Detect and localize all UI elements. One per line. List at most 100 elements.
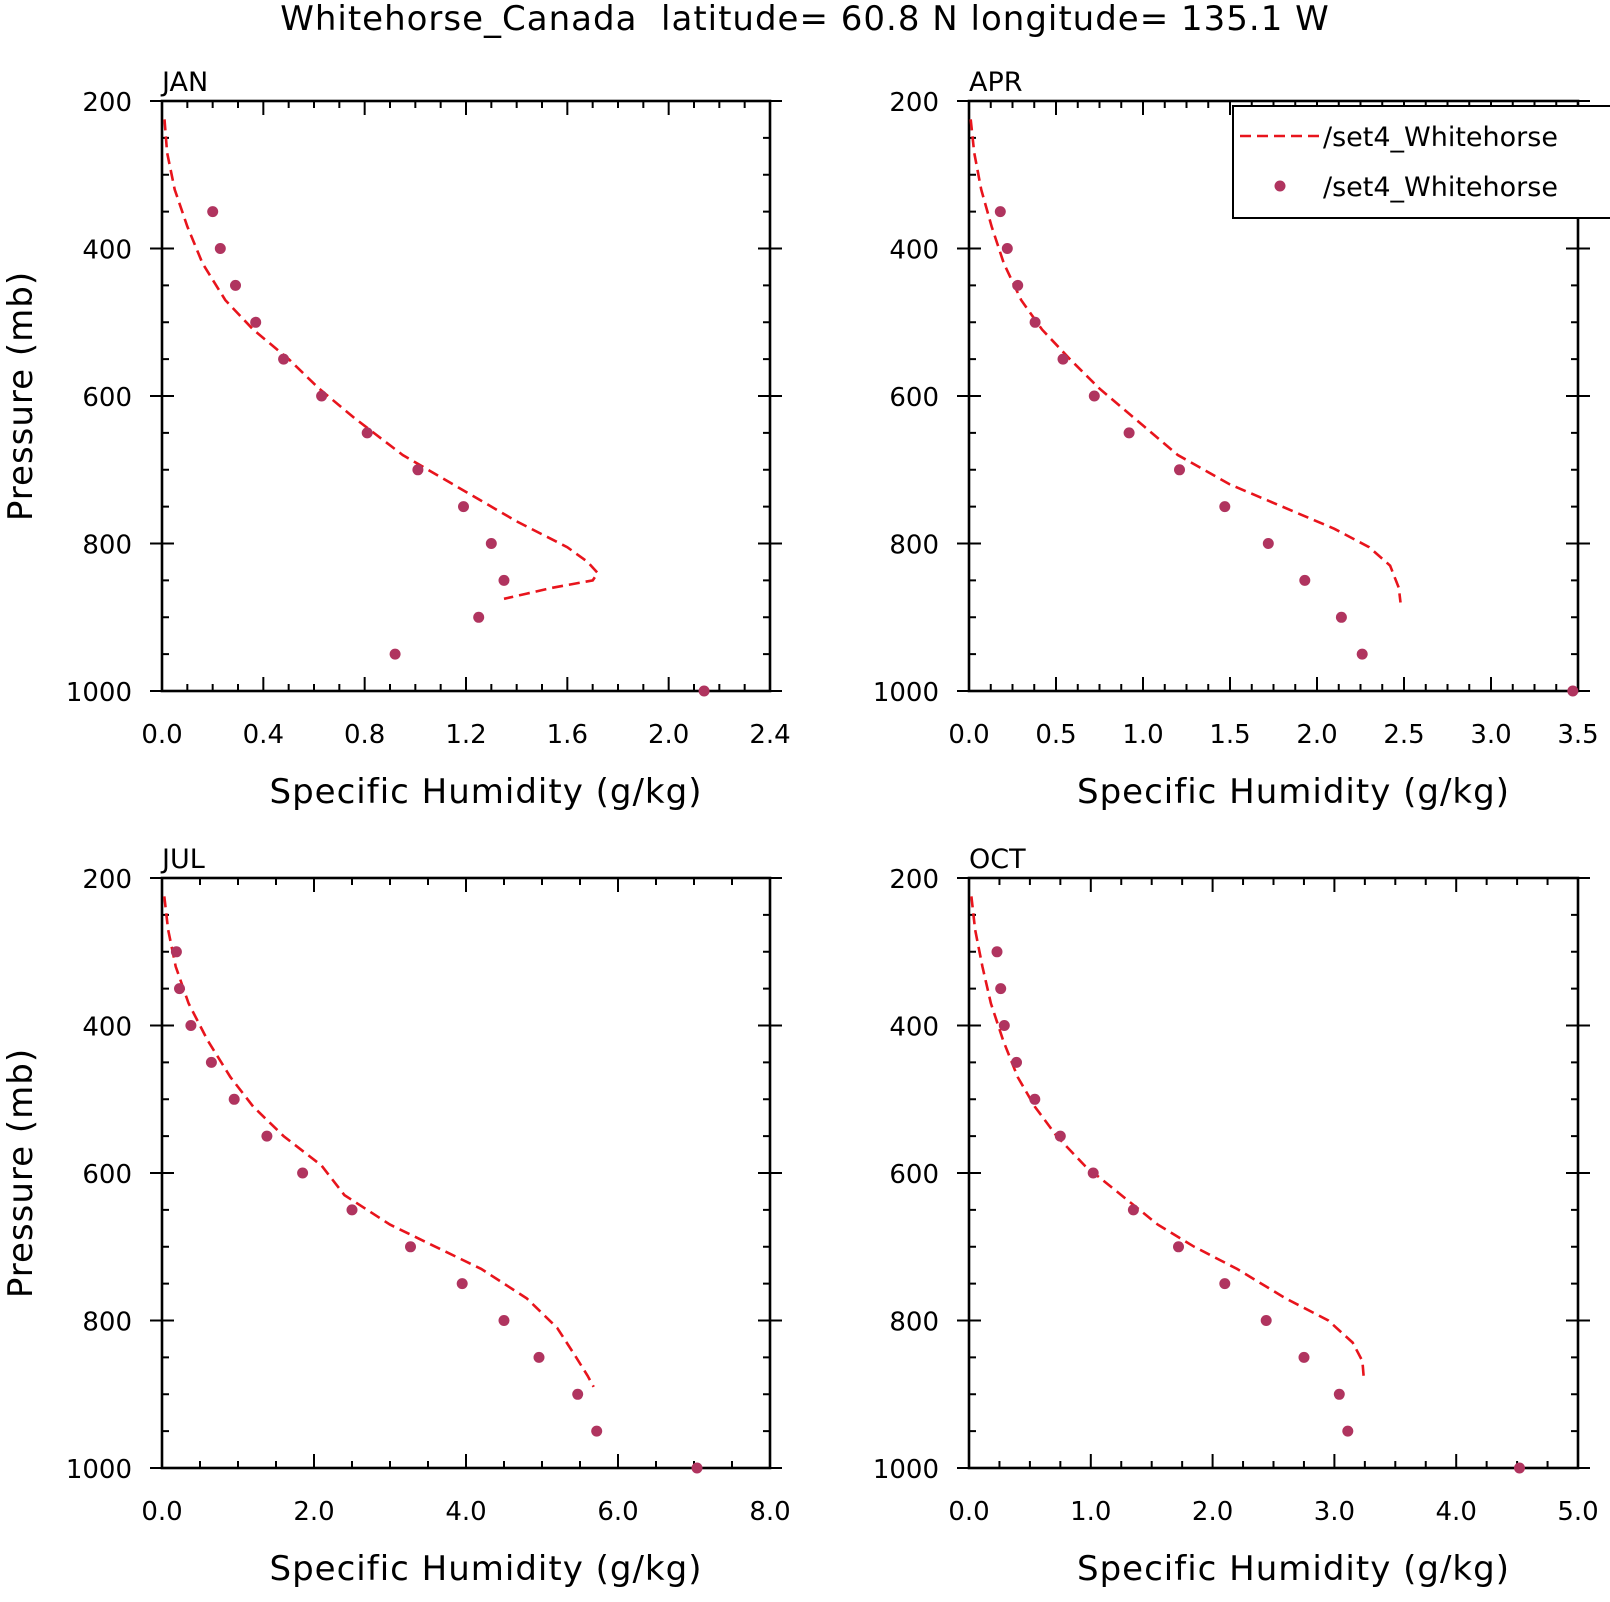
y-ticks: 200 400 600 800 1000 [66, 88, 782, 708]
y-tick-label: 1000 [873, 678, 939, 708]
data-point [533, 1351, 545, 1363]
x-tick-label: 8.0 [749, 1497, 790, 1527]
series-line [163, 119, 600, 601]
x-tick-label: 0.4 [243, 720, 284, 750]
x-tick-label: 6.0 [597, 1497, 638, 1527]
data-point [346, 1204, 358, 1216]
data-point [297, 1167, 309, 1179]
y-tick-label: 400 [82, 1013, 132, 1043]
data-point [1335, 611, 1347, 623]
x-tick-label: 0.8 [344, 720, 385, 750]
plot-frame [967, 876, 1580, 1470]
legend-frame [1232, 105, 1610, 219]
data-point [1087, 1167, 1099, 1179]
x-axis-title: Specific Humidity (g/kg) [270, 772, 703, 812]
series-dots [994, 206, 1579, 697]
x-tick-label: 3.5 [1557, 720, 1598, 750]
data-point [991, 946, 1003, 958]
data-point [691, 1462, 703, 1474]
data-point [498, 1315, 510, 1326]
x-tick-label: 2.0 [1296, 720, 1337, 750]
x-tick-label: 3.0 [1314, 1497, 1355, 1527]
data-point [278, 353, 290, 365]
y-tick-label: 800 [82, 531, 132, 561]
legend-label: /set4_Whitehorse [1323, 122, 1558, 153]
data-point [998, 1020, 1010, 1031]
data-point [1057, 353, 1069, 365]
data-point [1356, 648, 1368, 660]
y-tick-label: 600 [889, 383, 939, 413]
y-tick-label: 600 [889, 1160, 939, 1190]
x-tick-label: 2.0 [1192, 1497, 1233, 1527]
data-point [261, 1130, 273, 1142]
x-tick-label: 1.5 [1209, 720, 1250, 750]
data-point [1219, 1278, 1231, 1290]
y-tick-label: 1000 [66, 1455, 132, 1485]
series-line [163, 896, 595, 1388]
y-tick-label: 800 [889, 531, 939, 561]
data-point [1299, 574, 1311, 586]
data-point [1567, 685, 1579, 697]
x-tick-label: 0.0 [948, 1497, 989, 1527]
legend: /set4_Whitehorse/set4_Whitehorse [1232, 105, 1610, 219]
x-tick-label: 0.0 [141, 720, 182, 750]
x-tick-label: 4.0 [445, 1497, 486, 1527]
y-tick-label: 200 [82, 88, 132, 118]
data-point [316, 390, 328, 402]
data-point [572, 1388, 584, 1400]
y-axis-title: Pressure (mb) [1, 1048, 41, 1298]
data-point [456, 1278, 468, 1290]
panels: 0.0 0.4 0.8 1.2 1.6 2.0 2.4 200 400 600 800 1000 JAN… [1, 67, 1599, 1589]
y-tick-label: 200 [82, 865, 132, 895]
data-point [170, 946, 182, 958]
data-point [1011, 1056, 1022, 1068]
panel-title: OCT [969, 844, 1026, 875]
data-point [214, 243, 226, 254]
legend-box: /set4_Whitehorse/set4_Whitehorse [1232, 105, 1610, 219]
panel-title: JUL [160, 844, 205, 875]
legend-dot-swatch [1274, 180, 1286, 192]
data-point [591, 1425, 603, 1437]
x-tick-label: 2.0 [293, 1497, 334, 1527]
plot-frame [160, 99, 772, 693]
y-tick-label: 200 [889, 88, 939, 118]
y-tick-label: 600 [82, 383, 132, 413]
y-tick-label: 400 [889, 236, 939, 266]
data-point [1260, 1315, 1272, 1326]
panel-title: APR [969, 67, 1023, 98]
data-point [995, 983, 1007, 995]
series-dots [170, 946, 703, 1474]
x-tick-label: 1.0 [1122, 720, 1163, 750]
x-tick-label: 1.6 [547, 720, 588, 750]
data-point [1127, 1204, 1139, 1216]
data-point [228, 1093, 240, 1105]
data-point [1333, 1388, 1345, 1400]
data-point [1123, 427, 1135, 439]
x-tick-label: 2.5 [1383, 720, 1424, 750]
y-tick-label: 600 [82, 1160, 132, 1190]
y-tick-label: 800 [889, 1308, 939, 1338]
x-tick-label: 0.0 [948, 720, 989, 750]
figure-title: Whitehorse_Canada latitude= 60.8 N longi… [280, 0, 1330, 39]
x-ticks: 0.0 1.0 2.0 3.0 4.0 5.0 [948, 878, 1599, 1527]
data-point [412, 464, 424, 476]
y-axis-title: Pressure (mb) [1, 271, 41, 521]
x-tick-label: 5.0 [1557, 1497, 1598, 1527]
data-point [207, 206, 219, 218]
data-point [1174, 464, 1185, 476]
data-point [1219, 501, 1231, 513]
y-ticks: 200 400 600 800 1000 [873, 88, 1590, 708]
x-tick-label: 0.5 [1035, 720, 1076, 750]
data-point [698, 685, 710, 697]
data-point [174, 983, 185, 995]
data-point [185, 1020, 197, 1031]
data-point [1054, 1130, 1066, 1142]
data-point [1088, 390, 1100, 402]
data-point [458, 501, 469, 513]
data-point [1262, 538, 1274, 549]
y-ticks: 200 400 600 800 1000 [66, 865, 782, 1485]
y-tick-label: 200 [889, 865, 939, 895]
data-point [230, 279, 241, 291]
y-tick-label: 400 [82, 236, 132, 266]
